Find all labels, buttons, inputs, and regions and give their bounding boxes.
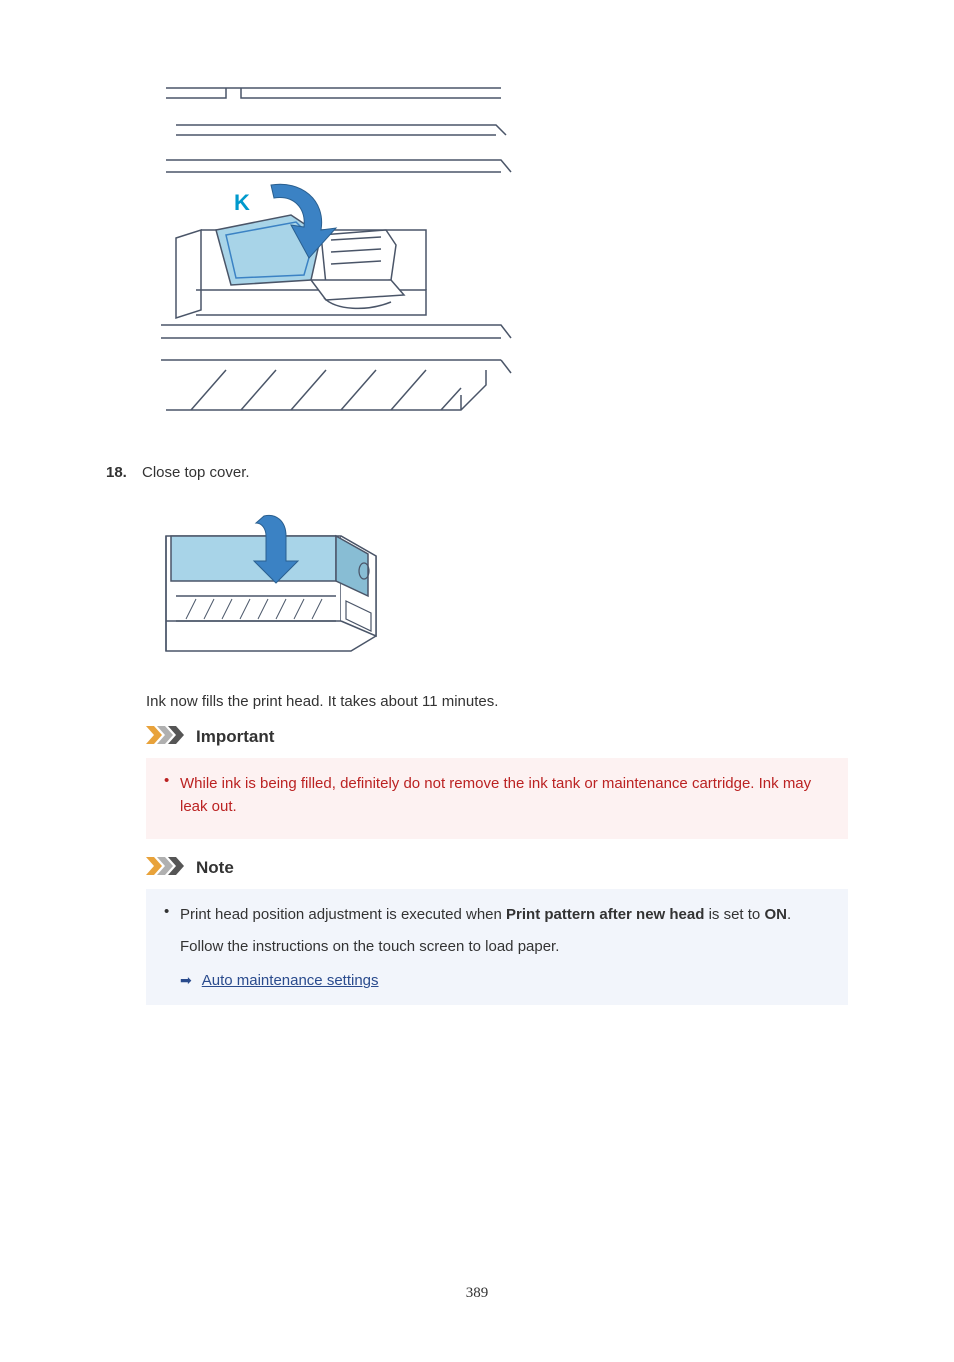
fill-ink-text: Ink now fills the print head. It takes a…	[146, 693, 848, 710]
ink-label-k: K	[234, 190, 250, 215]
note-sub-text: Follow the instructions on the touch scr…	[180, 936, 830, 959]
figure-close-top-cover	[146, 501, 848, 665]
step-text: Close top cover.	[142, 464, 848, 481]
note-title: Note	[196, 858, 234, 878]
page-number: 389	[106, 1285, 848, 1302]
bullet-marker: •	[164, 772, 180, 819]
figure-printhead-compartment: K	[146, 80, 848, 424]
auto-maintenance-link[interactable]: Auto maintenance settings	[202, 972, 379, 989]
important-title: Important	[196, 727, 274, 747]
step-number: 18.	[106, 464, 142, 481]
note-callout: Note • Print head position adjustment is…	[146, 857, 848, 1006]
chevron-icon	[146, 726, 188, 748]
bullet-marker: •	[164, 903, 180, 926]
important-callout: Important • While ink is being filled, d…	[146, 726, 848, 839]
chevron-icon	[146, 857, 188, 879]
note-bullet-text: Print head position adjustment is execut…	[180, 903, 830, 926]
arrow-right-icon: ➡	[180, 972, 192, 989]
important-bullet-text: While ink is being filled, definitely do…	[180, 772, 830, 819]
